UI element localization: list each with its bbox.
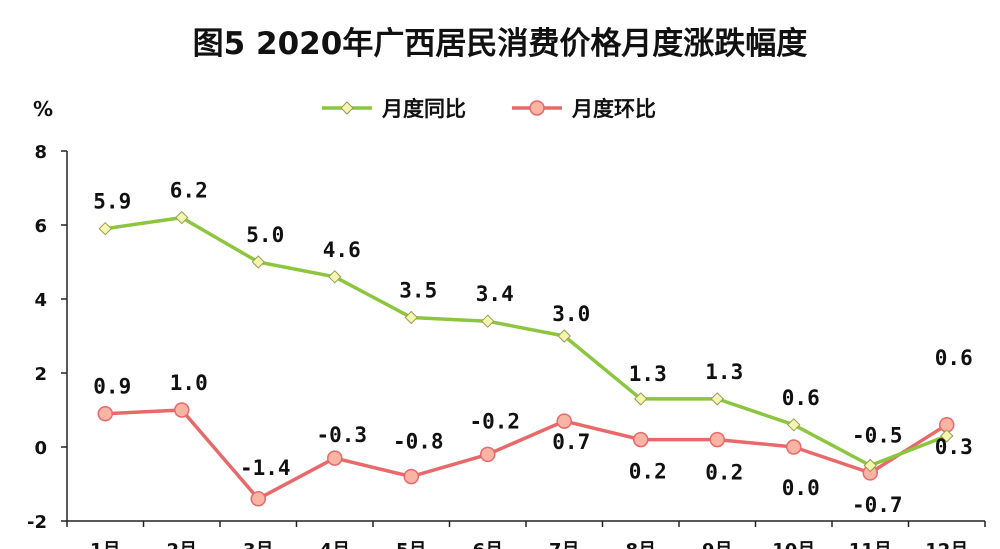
data-point-circle xyxy=(250,491,266,507)
x-tick-label: 6月 xyxy=(472,540,503,549)
data-point-diamond xyxy=(557,329,571,343)
data-point-diamond xyxy=(481,314,495,328)
data-point-circle xyxy=(97,405,113,422)
data-point-diamond xyxy=(940,429,954,443)
x-tick-label: 9月 xyxy=(702,540,733,549)
data-point-diamond xyxy=(251,255,265,269)
data-point-circle xyxy=(786,439,802,455)
data-point-diamond xyxy=(328,270,342,284)
data-label: 3.0 xyxy=(552,302,590,326)
series-line xyxy=(105,408,948,501)
legend: 月度同比 月度环比 xyxy=(322,97,656,121)
y-tick-label: 0 xyxy=(34,438,47,459)
x-tick-label: 1月 xyxy=(90,540,121,549)
data-label: -0.8 xyxy=(393,430,444,454)
data-label: 0.6 xyxy=(782,386,820,410)
data-label: 6.2 xyxy=(170,179,208,203)
data-labels-layer: 5.9 6.2 5.0 4.6 3.5 3.4 3.0 1.3 1.3 0.6 -0.5 0.3 0.9… xyxy=(93,179,972,517)
data-label: 0.6 xyxy=(935,346,973,370)
x-tick-label: 3月 xyxy=(243,540,274,549)
legend-diamond-marker xyxy=(340,101,354,115)
data-label: 4.6 xyxy=(323,238,361,262)
data-point-circle xyxy=(327,450,343,466)
y-axis-unit-label: % xyxy=(33,97,53,121)
x-tick-label: 5月 xyxy=(396,540,427,549)
y-tick-label: 2 xyxy=(34,364,47,385)
data-label: -0.3 xyxy=(316,423,367,447)
x-tick-label: 2月 xyxy=(166,540,197,549)
data-point-circle xyxy=(403,468,419,485)
legend-circle-marker xyxy=(529,100,545,116)
data-label: 0.0 xyxy=(782,476,820,500)
data-point-circle xyxy=(480,446,496,463)
y-tick-label: 8 xyxy=(34,142,47,163)
data-label: -0.7 xyxy=(852,493,903,517)
series-line xyxy=(104,215,948,468)
data-point-diamond xyxy=(175,210,189,225)
data-label: 3.5 xyxy=(399,279,437,303)
y-tick-label: -2 xyxy=(27,512,47,533)
data-point-diamond xyxy=(98,221,112,236)
axes: -2 0 2 4 6 8 1月 2月 3月 4月 5月 6月 7月 8月 9月 10月 11月 12月 xyxy=(27,142,986,549)
data-label: 1.0 xyxy=(170,371,208,395)
data-label: 1.3 xyxy=(705,360,743,384)
data-point-diamond xyxy=(710,392,724,406)
data-label: 1.3 xyxy=(629,362,667,386)
data-point-diamond xyxy=(863,458,877,473)
y-tick-label: 6 xyxy=(34,216,47,237)
data-label: 0.9 xyxy=(93,375,131,399)
series-layer xyxy=(97,210,955,507)
data-point-diamond xyxy=(404,310,418,325)
data-label: 0.2 xyxy=(629,460,667,484)
data-label: -0.2 xyxy=(469,409,520,433)
data-label: 5.0 xyxy=(246,223,284,247)
data-label: 0.7 xyxy=(552,430,590,454)
data-point-diamond xyxy=(634,392,648,406)
data-label: 0.2 xyxy=(705,461,743,485)
chart-title: 图5 2020年广西居民消费价格月度涨跌幅度 xyxy=(192,26,808,62)
x-tick-label: 7月 xyxy=(549,540,580,549)
x-tick-label: 12月 xyxy=(925,540,968,549)
data-point-circle xyxy=(633,431,649,448)
legend-label: 月度同比 xyxy=(381,97,466,121)
data-label: 5.9 xyxy=(93,190,131,214)
y-tick-label: 4 xyxy=(34,290,47,311)
x-tick-label: 11月 xyxy=(849,540,892,549)
x-tick-label: 8月 xyxy=(625,540,656,549)
data-label: -1.4 xyxy=(240,456,291,480)
x-tick-label: 10月 xyxy=(772,540,815,549)
data-label: 0.3 xyxy=(935,435,973,459)
legend-label: 月度环比 xyxy=(571,97,656,121)
data-point-diamond xyxy=(787,418,801,432)
data-point-circle xyxy=(709,431,725,448)
x-tick-label: 4月 xyxy=(319,540,350,549)
data-label: 3.4 xyxy=(476,282,514,306)
data-label: -0.5 xyxy=(852,424,903,448)
data-point-circle xyxy=(174,402,190,418)
data-point-circle xyxy=(556,413,572,429)
